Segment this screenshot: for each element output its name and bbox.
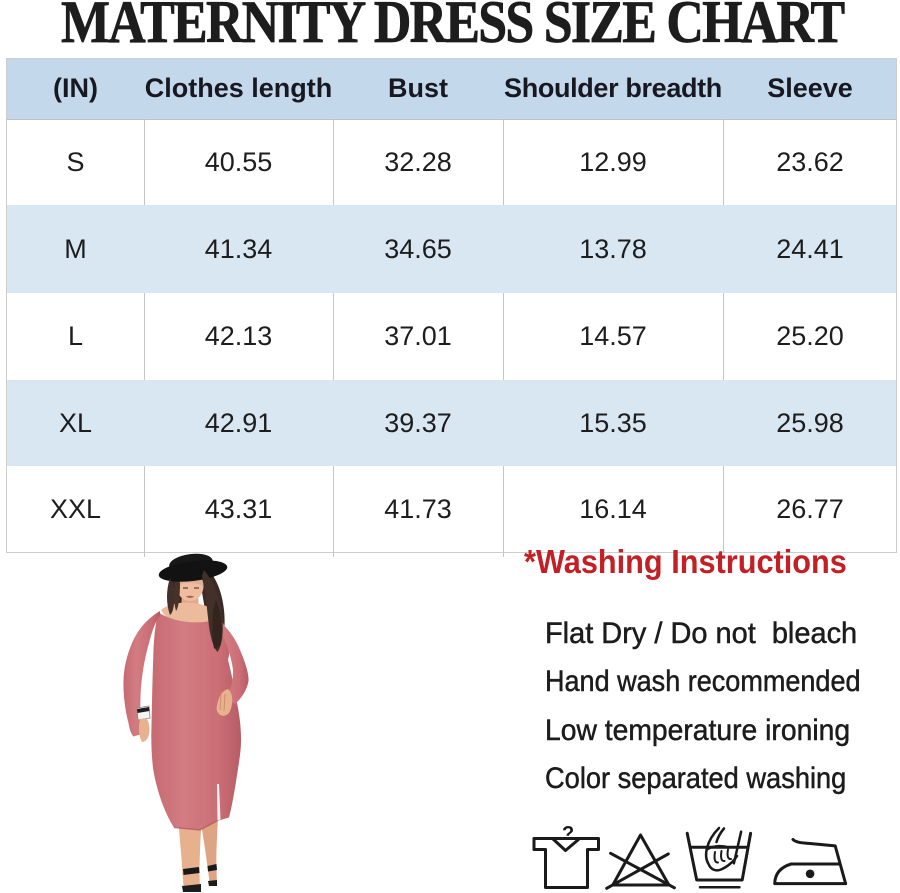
svg-text:?: ? <box>562 823 574 845</box>
